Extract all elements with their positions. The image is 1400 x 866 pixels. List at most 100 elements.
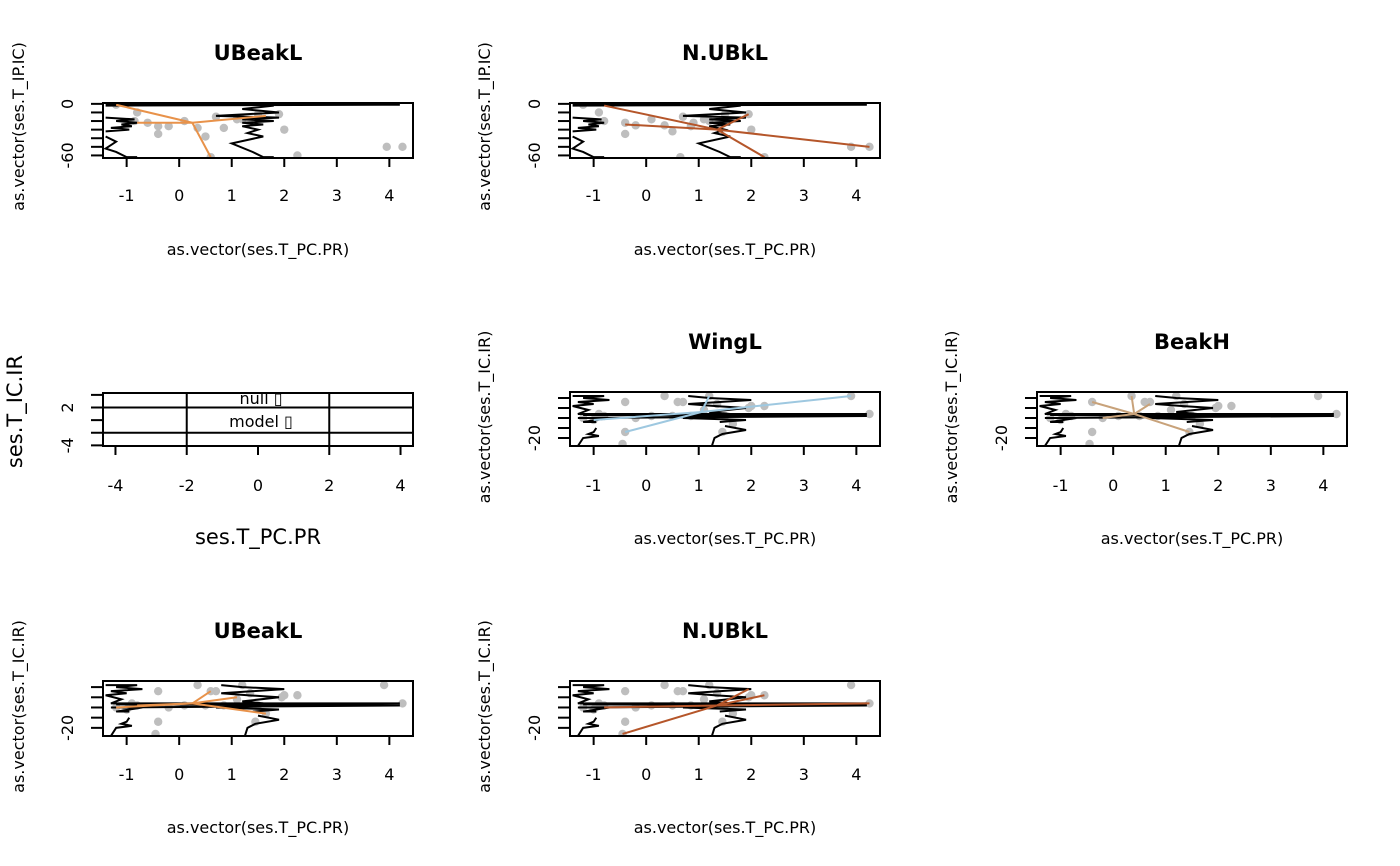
x-tick-label: 4 <box>395 476 405 495</box>
data-point <box>1166 405 1176 415</box>
black-trace-line <box>243 714 280 736</box>
data-point <box>620 717 630 726</box>
panel-top-middle: N.UBkL -1 0 1 2 3 4 0 -60 as.vector(ses.T_PC.PR) a… <box>475 41 881 260</box>
x-tick-label: 0 <box>641 765 651 784</box>
x-tick-label: -1 <box>119 765 135 784</box>
y-tick-label: -60 <box>525 142 544 168</box>
black-trace-line <box>570 135 605 158</box>
panel-title: BeakH <box>1154 330 1230 354</box>
data-point <box>293 151 302 158</box>
data-point <box>678 686 688 696</box>
x-tick-label: -1 <box>1053 476 1069 495</box>
x-tick-label: 0 <box>641 476 651 495</box>
colored-segment <box>1133 413 1190 433</box>
colored-segment <box>603 104 718 131</box>
data-point <box>620 118 630 127</box>
x-tick-label: 2 <box>324 476 334 495</box>
data-point <box>865 409 874 419</box>
colored-segment <box>191 122 212 158</box>
x-tick-label: 2 <box>279 186 289 205</box>
x-tick-label: 2 <box>1213 476 1223 495</box>
x-axis-label: ses.T_PC.PR <box>195 525 321 550</box>
black-trace-line <box>572 103 867 107</box>
x-tick-label: 3 <box>799 765 809 784</box>
colored-segment <box>192 702 267 715</box>
panel-bottom-left: UBeakL -1 0 1 2 3 4 -20 as.vector(ses.T_PC.PR) as… <box>9 619 414 838</box>
colored-segment <box>701 395 852 413</box>
data-point <box>1214 401 1223 411</box>
plot-area <box>572 681 874 736</box>
black-trace-line <box>710 714 747 736</box>
panel-top-left: UBeakL -1 0 1 2 3 4 0 -60 as.vector(ses.T_PC.PR) a… <box>9 41 414 260</box>
colored-segment <box>115 103 193 124</box>
black-trace-line <box>682 104 747 158</box>
y-axis-label: as.vector(ses.T_IP.IC) <box>475 42 495 211</box>
data-point <box>647 115 656 124</box>
colored-segment <box>1133 403 1151 415</box>
data-point <box>398 699 407 708</box>
colored-segment <box>700 395 711 413</box>
x-tick-label: 0 <box>641 186 651 205</box>
table-row-label: model ▯ <box>229 412 293 431</box>
panel-title: UBeakL <box>214 619 303 643</box>
plot-area <box>105 681 407 736</box>
x-tick-label: 4 <box>851 765 861 784</box>
y-tick-label: -20 <box>58 715 77 741</box>
x-tick-label: 0 <box>174 765 184 784</box>
colored-segment <box>716 694 765 707</box>
colored-segment <box>716 113 750 131</box>
panel-bottom-middle: N.UBkL -1 0 1 2 3 4 -20 as.vector(ses.T_PC.PR) as… <box>475 619 881 838</box>
panel-middle-right: BeakH -1 0 1 2 3 4 -20 as.vector(ses.T_PC.PR) as.… <box>942 330 1348 549</box>
data-point <box>620 686 630 696</box>
colored-segment <box>593 411 702 421</box>
y-tick-label: -20 <box>992 425 1011 451</box>
data-point <box>699 695 709 704</box>
x-tick-label: 2 <box>746 765 756 784</box>
data-point <box>660 681 669 690</box>
data-point <box>660 121 669 130</box>
x-tick-label: -2 <box>179 476 195 495</box>
y-axis-label: ses.T_IC.IR <box>3 355 28 468</box>
data-point <box>164 122 173 131</box>
black-trace-line <box>577 427 600 446</box>
data-point <box>280 691 289 700</box>
panel-title: N.UBkL <box>682 619 768 643</box>
data-point <box>1227 401 1236 411</box>
x-tick-label: 1 <box>694 476 704 495</box>
y-tick-label: -60 <box>58 142 77 168</box>
data-point <box>1085 439 1094 446</box>
colored-segment <box>192 114 266 124</box>
y-axis-label: as.vector(ses.T_IC.IR) <box>475 331 495 504</box>
black-trace-line <box>105 116 138 133</box>
x-tick-label: -1 <box>586 476 602 495</box>
data-point <box>676 152 685 158</box>
data-point <box>193 681 202 690</box>
colored-segment <box>625 123 718 131</box>
black-trace-line <box>1149 395 1219 423</box>
black-trace-line <box>572 116 605 133</box>
panel-middle-center: WingL -1 0 1 2 3 4 -20 as.vector(ses.T_PC.PR) as.… <box>475 330 881 549</box>
y-axis-label: as.vector(ses.T_IC.IR) <box>9 620 29 793</box>
x-tick-label: 0 <box>1108 476 1118 495</box>
x-tick-label: 3 <box>1266 476 1276 495</box>
black-trace-line <box>1177 425 1214 446</box>
x-tick-label: 4 <box>1318 476 1328 495</box>
x-tick-label: 1 <box>227 765 237 784</box>
x-tick-label: -1 <box>586 186 602 205</box>
data-point <box>232 695 242 704</box>
colored-segment <box>604 704 718 709</box>
black-trace-line <box>710 425 747 446</box>
data-point <box>1145 397 1155 407</box>
x-axis-label: as.vector(ses.T_PC.PR) <box>634 240 817 260</box>
panel-title: UBeakL <box>214 41 303 65</box>
data-point <box>153 686 163 696</box>
y-tick-label: 0 <box>525 99 544 109</box>
panel-title: WingL <box>688 330 762 354</box>
table-row-label: zone <box>242 440 280 459</box>
x-axis-label: as.vector(ses.T_PC.PR) <box>167 240 350 260</box>
data-point <box>293 691 302 700</box>
plot-area: null ▯ model ▯ zone <box>103 393 413 459</box>
panel-title: N.UBkL <box>682 41 768 65</box>
y-axis-label: as.vector(ses.T_IC.IR) <box>942 331 962 504</box>
